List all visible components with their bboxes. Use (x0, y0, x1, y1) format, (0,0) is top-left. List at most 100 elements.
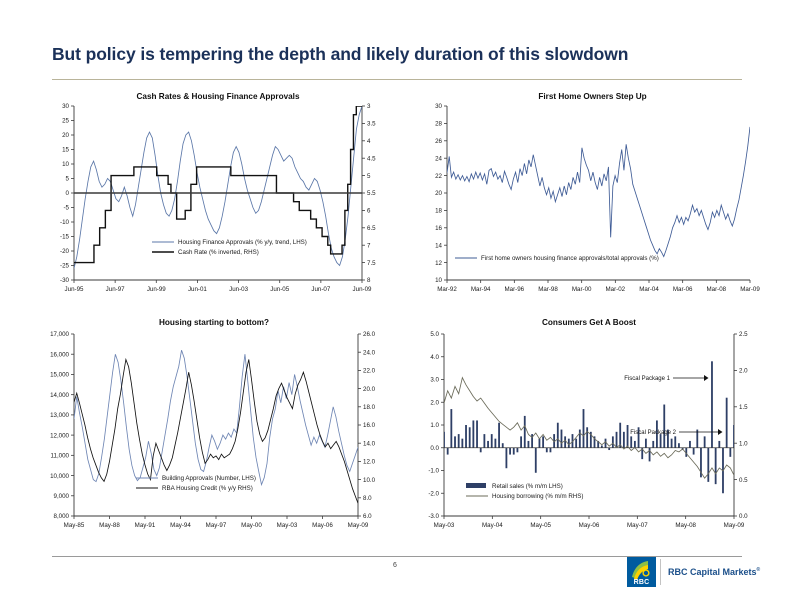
svg-text:May-05: May-05 (530, 522, 551, 529)
svg-text:16: 16 (435, 225, 442, 232)
svg-text:Mar-92: Mar-92 (437, 286, 457, 293)
brand-name-text: RBC Capital Markets (668, 567, 757, 577)
svg-text:8,000: 8,000 (54, 513, 70, 520)
svg-text:20: 20 (435, 190, 442, 197)
svg-text:Cash Rate (% inverted, RHS): Cash Rate (% inverted, RHS) (178, 249, 259, 256)
svg-text:10,000: 10,000 (50, 473, 69, 480)
svg-text:-25: -25 (60, 263, 70, 270)
page-number: 6 (393, 562, 397, 569)
svg-text:Mar-98: Mar-98 (538, 286, 558, 293)
svg-text:3.0: 3.0 (430, 377, 439, 384)
svg-text:Housing Finance Approvals (% y: Housing Finance Approvals (% y/y, trend,… (178, 239, 307, 246)
rbc-logo-text: RBC (633, 579, 650, 586)
svg-text:2.5: 2.5 (739, 331, 748, 338)
logo-separator (660, 559, 661, 585)
svg-text:May-97: May-97 (206, 522, 227, 529)
svg-text:Mar-08: Mar-08 (707, 286, 727, 293)
chart-title: Consumers Get A Boost (541, 318, 636, 327)
svg-text:5.0: 5.0 (430, 331, 439, 338)
svg-text:2.0: 2.0 (430, 399, 439, 406)
svg-text:-1.0: -1.0 (428, 468, 439, 475)
svg-text:25: 25 (62, 118, 69, 125)
svg-text:5.5: 5.5 (367, 190, 376, 197)
svg-text:26: 26 (435, 138, 442, 145)
svg-text:Jun-97: Jun-97 (106, 286, 125, 293)
chart-cash-rates-housing-finance-approvals: Cash Rates & Housing Finance Approvals 3… (48, 92, 388, 302)
svg-text:10: 10 (62, 161, 69, 168)
chart-title: Housing starting to bottom? (158, 318, 270, 327)
svg-text:-2.0: -2.0 (428, 490, 439, 497)
svg-text:May-00: May-00 (241, 522, 262, 529)
svg-text:Jun-09: Jun-09 (353, 286, 372, 293)
svg-text:16,000: 16,000 (50, 351, 69, 358)
svg-text:-15: -15 (60, 234, 70, 241)
svg-text:22.0: 22.0 (363, 368, 376, 375)
svg-text:26.0: 26.0 (363, 331, 376, 338)
svg-text:14,000: 14,000 (50, 392, 69, 399)
svg-text:16.0: 16.0 (363, 422, 376, 429)
svg-text:18.0: 18.0 (363, 404, 376, 411)
svg-text:May-06: May-06 (312, 522, 333, 529)
svg-text:9,000: 9,000 (54, 493, 70, 500)
svg-text:14.0: 14.0 (363, 440, 376, 447)
svg-text:20: 20 (62, 132, 69, 139)
brand-logo: RBC RBC Capital Markets® (627, 556, 760, 588)
svg-text:13,000: 13,000 (50, 412, 69, 419)
svg-text:11,000: 11,000 (51, 453, 70, 460)
svg-text:15,000: 15,000 (50, 372, 69, 379)
svg-text:Building Approvals (Number, LH: Building Approvals (Number, LHS) (162, 475, 256, 482)
footer-divider (52, 556, 742, 557)
svg-text:3.5: 3.5 (367, 121, 376, 128)
page-title: But policy is tempering the depth and li… (52, 44, 629, 64)
svg-text:2.0: 2.0 (739, 368, 748, 375)
svg-text:Mar-06: Mar-06 (673, 286, 693, 293)
trademark-symbol: ® (756, 567, 761, 573)
svg-text:30: 30 (62, 103, 69, 110)
svg-text:10: 10 (435, 277, 442, 284)
svg-text:May-07: May-07 (627, 522, 648, 529)
svg-text:Mar-94: Mar-94 (471, 286, 491, 293)
svg-text:Mar-02: Mar-02 (606, 286, 626, 293)
svg-text:May-85: May-85 (64, 522, 85, 529)
svg-text:0.5: 0.5 (739, 477, 748, 484)
chart-canvas: 17,000 16,000 15,000 14,000 13,000 12,000 11,0… (50, 331, 376, 529)
svg-text:Mar-96: Mar-96 (505, 286, 525, 293)
svg-text:-5: -5 (63, 205, 69, 212)
svg-text:May-09: May-09 (348, 522, 369, 529)
chart-consumers-get-a-boost: Consumers Get A Boost 5.0 4.0 3.0 2.0 1.0 0.0… (418, 318, 760, 540)
svg-text:-3.0: -3.0 (428, 513, 439, 520)
svg-text:1.0: 1.0 (739, 440, 748, 447)
svg-text:-10: -10 (60, 219, 70, 226)
svg-text:RBA Housing Credit (% y/y RHS): RBA Housing Credit (% y/y RHS) (162, 485, 253, 492)
svg-text:May-08: May-08 (675, 522, 696, 529)
svg-text:6.5: 6.5 (367, 225, 376, 232)
svg-text:Jun-05: Jun-05 (270, 286, 289, 293)
svg-text:Retail sales (% m/m LHS): Retail sales (% m/m LHS) (492, 483, 563, 490)
svg-text:Mar-00: Mar-00 (572, 286, 592, 293)
chart-canvas: 30 28 26 24 22 20 18 16 14 12 10 Mar-92 Mar-94 Mar-96… (435, 103, 760, 293)
svg-text:Fiscal Package 2: Fiscal Package 2 (630, 430, 676, 436)
svg-text:14: 14 (435, 242, 442, 249)
svg-text:0.0: 0.0 (430, 445, 439, 452)
svg-text:17,000: 17,000 (50, 331, 69, 338)
svg-text:0: 0 (66, 190, 70, 197)
svg-text:Mar-09: Mar-09 (740, 286, 760, 293)
chart-title: Cash Rates & Housing Finance Approvals (136, 92, 300, 101)
svg-text:May-04: May-04 (482, 522, 503, 529)
svg-text:18: 18 (435, 208, 442, 215)
svg-text:-30: -30 (60, 277, 70, 284)
svg-text:24: 24 (435, 155, 442, 162)
svg-text:8.0: 8.0 (363, 495, 372, 502)
svg-text:May-94: May-94 (170, 522, 191, 529)
title-divider (52, 79, 742, 80)
svg-text:May-06: May-06 (579, 522, 600, 529)
svg-text:4.0: 4.0 (430, 354, 439, 361)
svg-text:15: 15 (62, 147, 69, 154)
svg-text:First home owners housing fina: First home owners housing finance approv… (481, 255, 659, 262)
chart-title: First Home Owners Step Up (538, 92, 647, 101)
svg-text:Mar-04: Mar-04 (639, 286, 659, 293)
svg-text:May-91: May-91 (135, 522, 156, 529)
svg-text:24.0: 24.0 (363, 349, 376, 356)
svg-text:0.0: 0.0 (739, 513, 748, 520)
